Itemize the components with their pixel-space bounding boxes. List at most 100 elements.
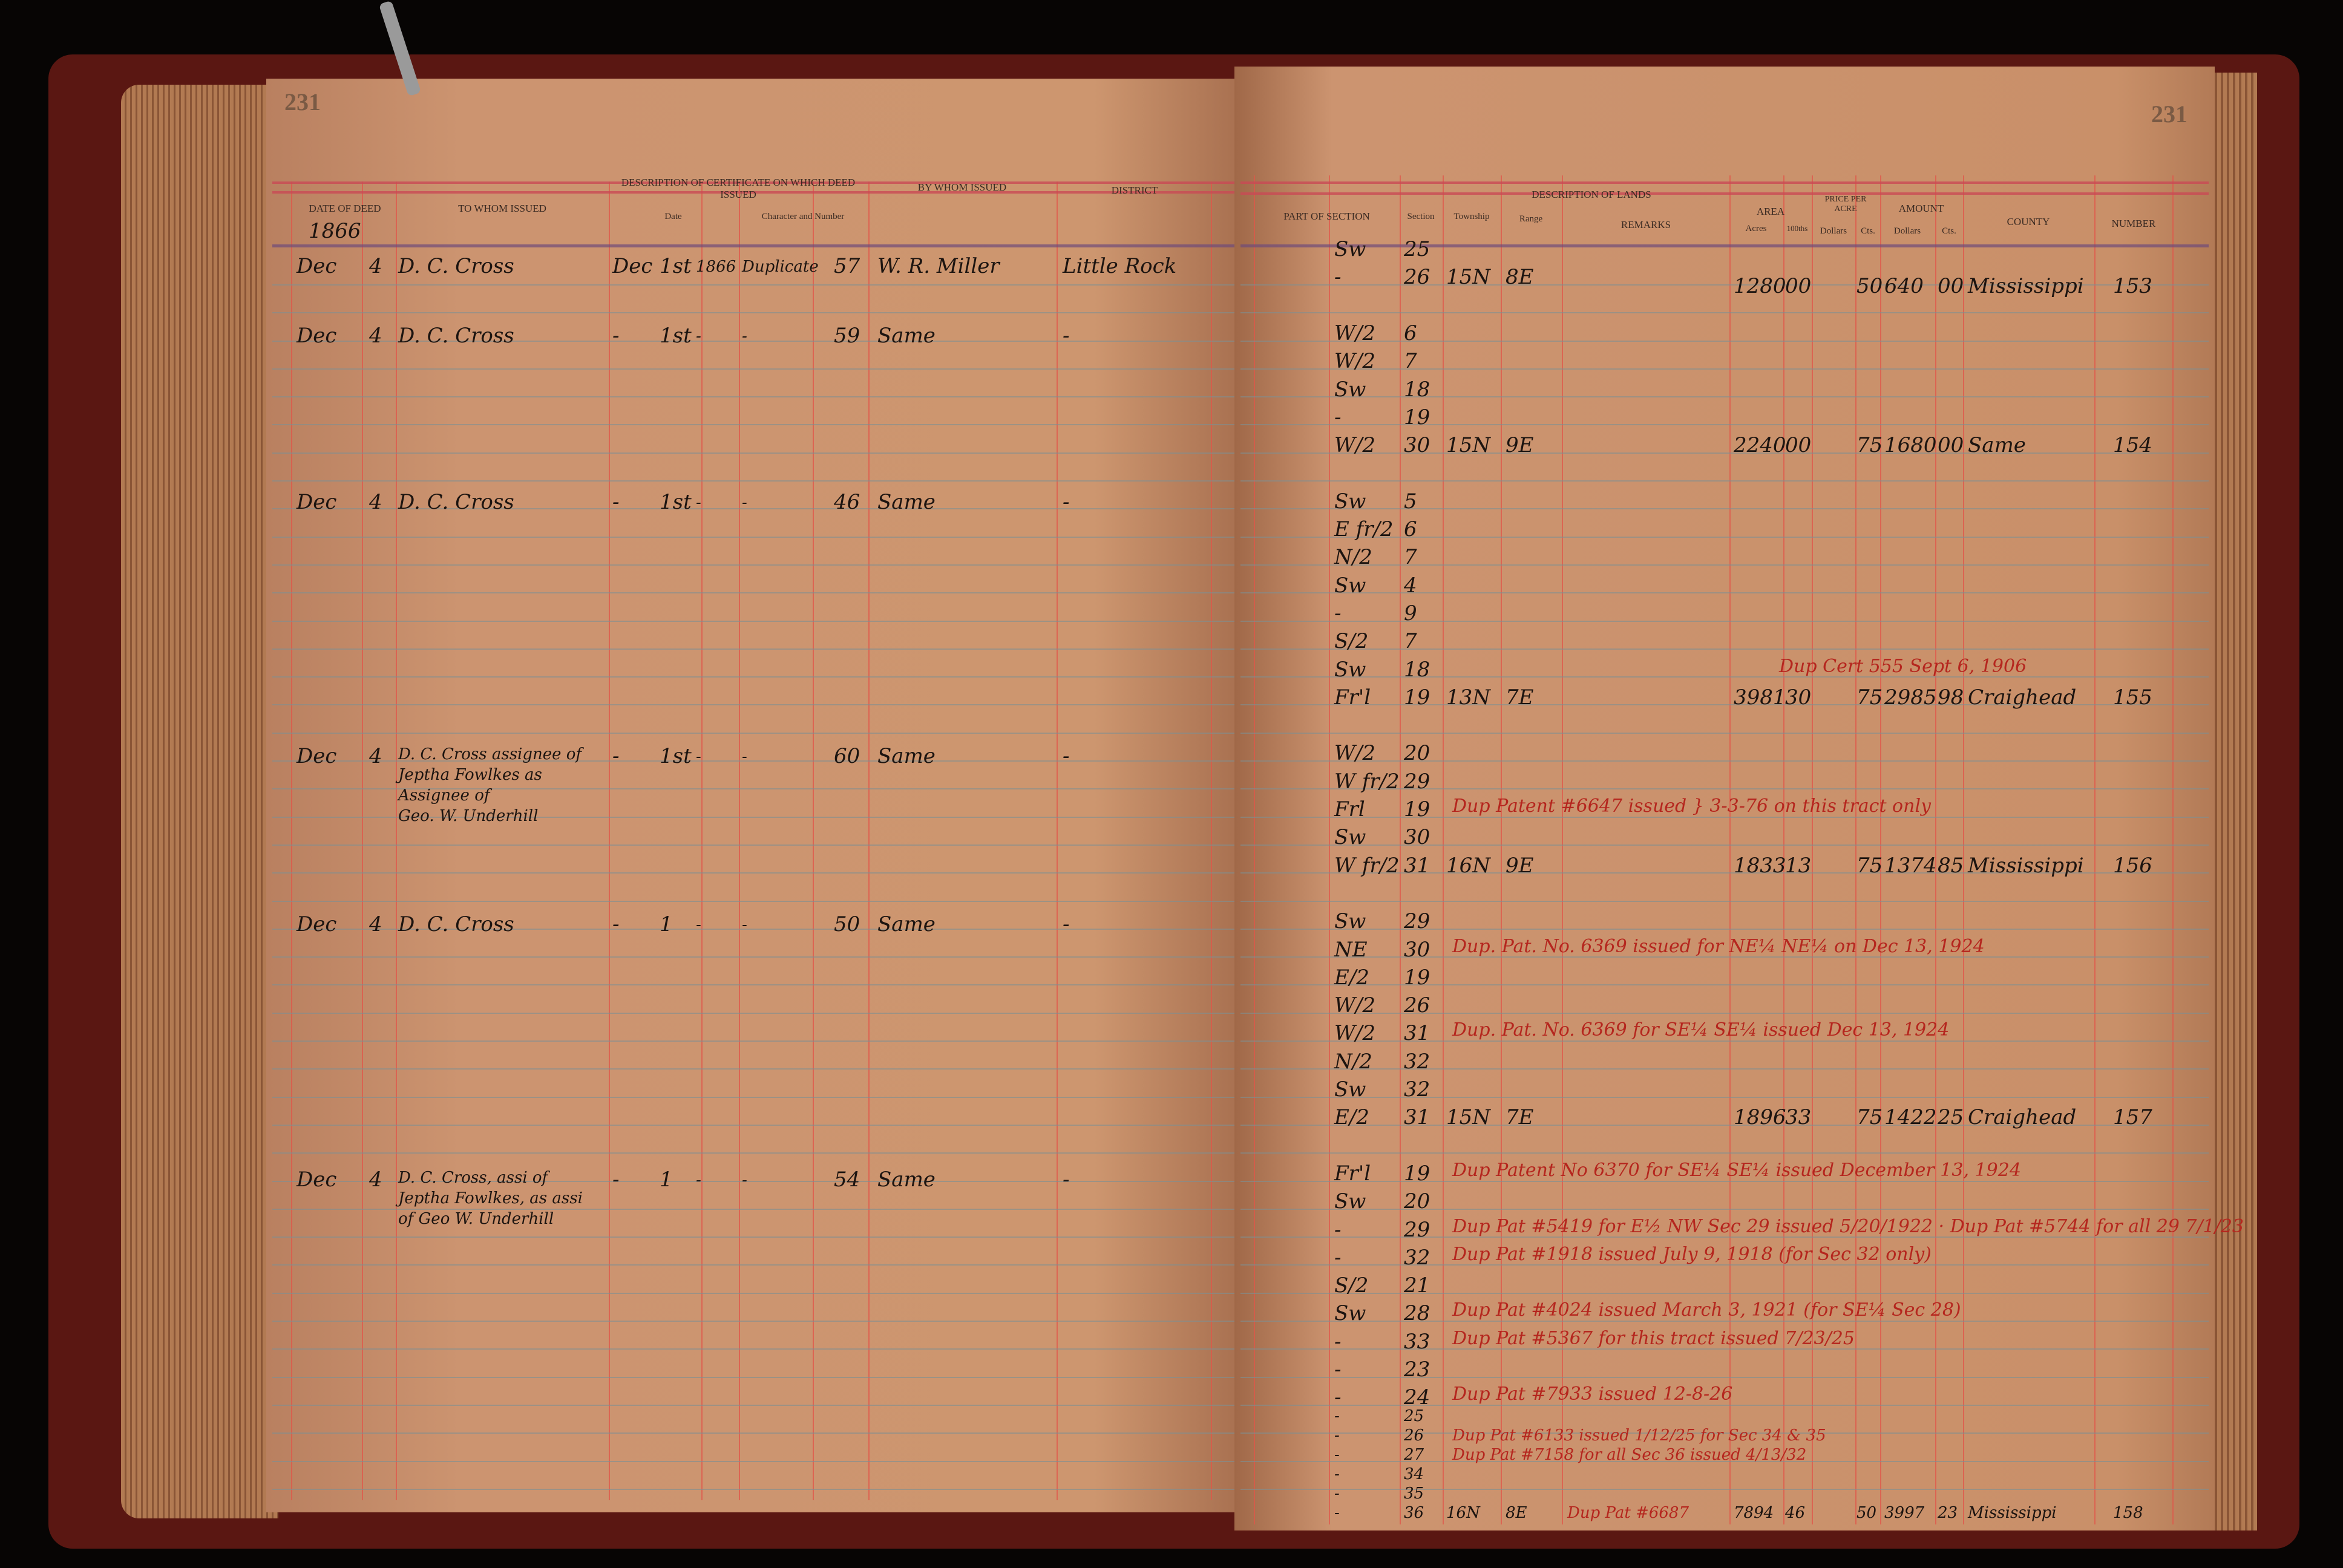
row-rule: [1240, 452, 2209, 454]
row-part: W/2: [1334, 321, 1375, 345]
entry-cert-month: -: [612, 1168, 620, 1192]
row-acres: 1280: [1734, 274, 1786, 298]
row-acres: 1896: [1734, 1105, 1786, 1129]
row-rule: [272, 1461, 1234, 1462]
row-amount-cts: 98: [1938, 685, 1964, 710]
row-section: 32: [1404, 1050, 1430, 1074]
column-rule: [1880, 175, 1881, 1524]
row-rule: [272, 452, 1234, 454]
row-part: Sw: [1334, 237, 1366, 261]
entry-name: D. C. Cross: [398, 324, 607, 348]
row-price-cts: 75: [1856, 685, 1883, 710]
row-part: Sw: [1334, 909, 1366, 933]
row-range: 8E: [1506, 1504, 1527, 1522]
row-rule: [1240, 341, 2209, 342]
entry-cert-year: -: [696, 327, 701, 345]
row-rule: [1240, 1013, 2209, 1014]
row-acres: 1833: [1734, 854, 1786, 878]
header-rule: [1240, 181, 2209, 184]
row-amount-dollars: 640: [1884, 274, 1924, 298]
row-number: 153: [2113, 274, 2152, 298]
row-part: -: [1334, 1330, 1342, 1354]
row-section: 26: [1404, 1426, 1424, 1445]
entry-month: Dec: [297, 1168, 336, 1192]
row-part: Fr'l: [1334, 1161, 1371, 1186]
row-amount-dollars: 2985: [1884, 685, 1937, 710]
header-remarks: REMARKS: [1564, 219, 1728, 231]
row-part: W/2: [1334, 433, 1375, 457]
entry-cert-day: 1: [660, 1168, 673, 1192]
column-rule: [1562, 175, 1563, 1524]
header-bottom-rule: [1240, 244, 2209, 247]
entry-cert-month: -: [612, 744, 620, 768]
row-section: 26: [1404, 993, 1430, 1018]
row-township: 16N: [1446, 854, 1490, 878]
row-rule: [272, 1293, 1234, 1294]
entry-number: 59: [834, 324, 860, 348]
header-cert-date: Date: [611, 211, 735, 223]
row-rule: [1240, 1377, 2209, 1378]
row-section: 35: [1404, 1485, 1424, 1503]
entry-day: 4: [369, 324, 382, 348]
row-range: 8E: [1506, 265, 1533, 289]
entry-by-whom: Same: [877, 1168, 936, 1192]
header-certificate: DESCRIPTION OF CERTIFICATE ON WHICH DEED…: [611, 177, 865, 201]
row-hundredths: 00: [1785, 274, 1811, 298]
row-rule: [272, 621, 1234, 622]
column-rule: [813, 181, 814, 1500]
row-part: E/2: [1334, 965, 1369, 990]
red-ink-remark: Dup Patent No 6370 for SE¼ SE¼ issued De…: [1452, 1160, 2021, 1181]
red-ink-remark: Dup Pat #5367 for this tract issued 7/23…: [1452, 1328, 1855, 1350]
row-price-cts: 75: [1856, 854, 1883, 878]
entry-by-whom: Same: [877, 912, 936, 936]
red-ink-remark: Dup Pat #5419 for E½ NW Sec 29 issued 5/…: [1452, 1216, 2244, 1238]
entry-name: D. C. Cross assignee of: [398, 744, 607, 765]
column-rule: [362, 181, 363, 1500]
entry-name: of Geo W. Underhill: [398, 1209, 607, 1229]
header-district: DISTRICT: [1059, 185, 1210, 197]
row-range: 7E: [1506, 1105, 1533, 1129]
row-township: 15N: [1446, 1105, 1490, 1129]
row-number: 154: [2113, 433, 2152, 457]
row-part: -: [1334, 1357, 1342, 1382]
entry-cert-year: -: [696, 916, 701, 934]
entry-cert-year: -: [696, 748, 701, 766]
row-section: 20: [1404, 741, 1430, 765]
entry-month: Dec: [297, 912, 336, 936]
row-rule: [272, 284, 1234, 286]
row-section: 26: [1404, 265, 1430, 289]
row-rule: [272, 592, 1234, 593]
row-hundredths: 33: [1785, 1105, 1811, 1129]
row-part: Frl: [1334, 797, 1365, 822]
right-page-number: 231: [2151, 100, 2187, 128]
entry-name-block: D. C. Cross: [398, 912, 607, 936]
entry-name: Jeptha Fowlkes, as assi: [398, 1188, 607, 1209]
column-rule: [1812, 175, 1813, 1524]
row-part: Sw: [1334, 658, 1366, 682]
row-section: 31: [1404, 1021, 1430, 1045]
row-county: Craighead: [1968, 1105, 2076, 1129]
row-rule: [1240, 312, 2209, 313]
red-ink-remark: Dup Pat #4024 issued March 3, 1921 (for …: [1452, 1299, 1961, 1321]
header-hundredths: 100ths: [1783, 223, 1812, 235]
header-description-of-lands: DESCRIPTION OF LANDS: [1440, 189, 1743, 201]
entry-district: -: [1063, 912, 1070, 936]
row-section: 21: [1404, 1273, 1430, 1298]
red-ink-remark: Dup Cert 555 Sept 6, 1906: [1779, 656, 2027, 678]
row-section: 6: [1404, 321, 1417, 345]
header-by-whom-issued: BY WHOM ISSUED: [871, 181, 1053, 194]
column-rule: [1211, 181, 1212, 1500]
row-amount-cts: 00: [1938, 274, 1964, 298]
row-part: -: [1334, 1446, 1340, 1464]
column-rule: [291, 181, 292, 1500]
row-section: 28: [1404, 1301, 1430, 1325]
column-rule: [1783, 175, 1784, 1524]
entry-character: -: [742, 494, 747, 512]
row-county: Same: [1968, 433, 2026, 457]
entry-number: 54: [834, 1168, 860, 1192]
row-part: S/2: [1334, 1273, 1368, 1298]
entry-name-block: D. C. Cross: [398, 490, 607, 514]
row-price-cts: 75: [1856, 1105, 1883, 1129]
column-rule: [739, 181, 740, 1500]
row-section: 5: [1404, 489, 1417, 514]
